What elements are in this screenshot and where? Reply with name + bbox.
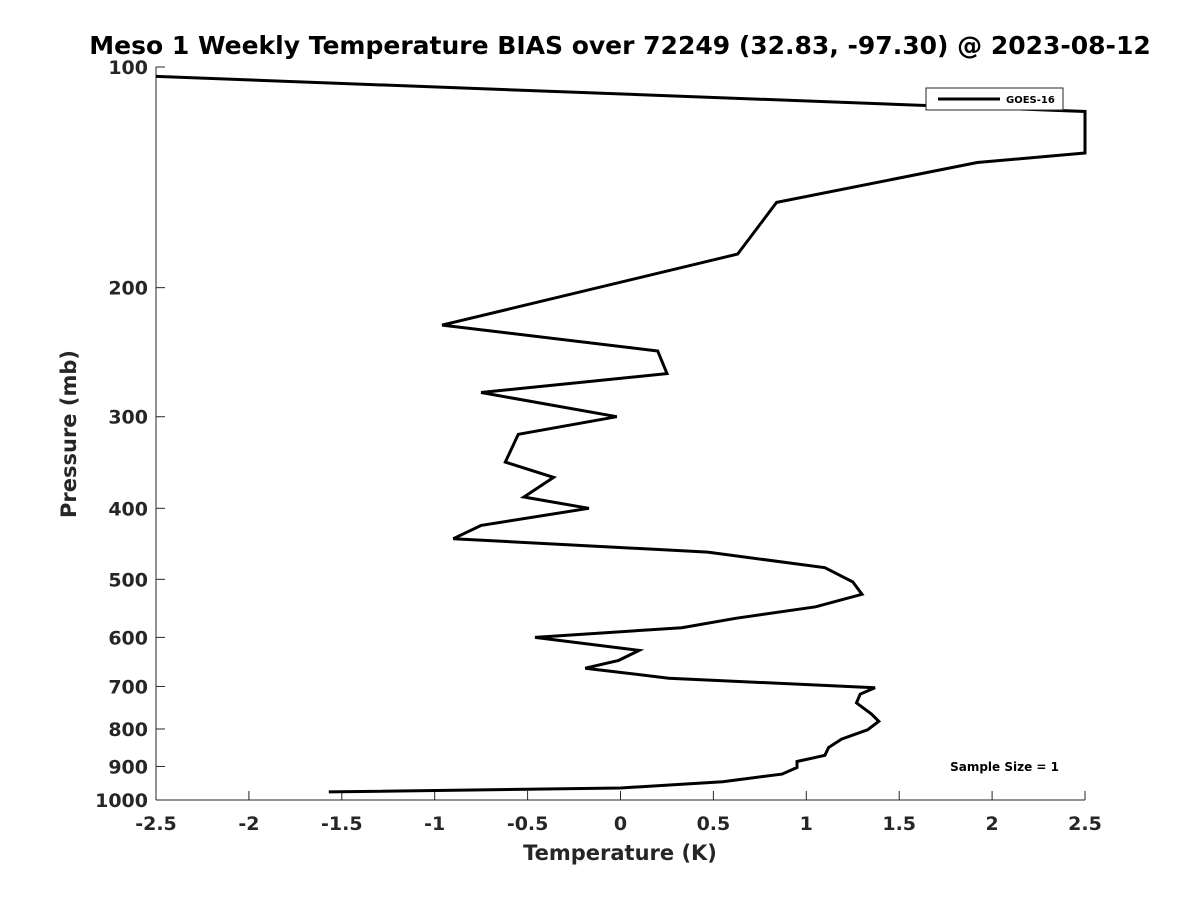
series-layer xyxy=(155,74,1087,794)
x-tick-label: -0.5 xyxy=(507,813,549,835)
x-ticks: -2.5 -2 -1.5 -1 -0.5 0 0.5 1 1.5 2 2.5 xyxy=(135,791,1102,835)
x-tick-label: -2 xyxy=(238,813,259,835)
x-tick-label: 2 xyxy=(985,813,998,835)
x-tick-label: 1 xyxy=(800,813,813,835)
y-tick-label: 400 xyxy=(108,498,148,520)
y-tick-label: 200 xyxy=(108,278,148,300)
y-axis-label: Pressure (mb) xyxy=(57,350,81,518)
y-tick-label: 1000 xyxy=(95,790,148,812)
x-tick-label: -1.5 xyxy=(321,813,363,835)
x-axis-label: Temperature (K) xyxy=(523,841,717,865)
x-tick-label: -2.5 xyxy=(135,813,177,835)
y-tick-label: 800 xyxy=(108,719,148,741)
x-tick-label: 1.5 xyxy=(882,813,916,835)
x-tick-label: -1 xyxy=(424,813,445,835)
x-tick-label: 2.5 xyxy=(1068,813,1102,835)
chart-title: Meso 1 Weekly Temperature BIAS over 7224… xyxy=(89,31,1150,60)
y-tick-label: 600 xyxy=(108,627,148,649)
series-line-goes-16 xyxy=(155,74,1087,794)
axes xyxy=(155,67,1085,801)
x-tick-label: 0 xyxy=(614,813,627,835)
y-ticks: 100 200 300 400 500 600 700 800 900 1000 xyxy=(95,57,165,812)
y-tick-label: 500 xyxy=(108,569,148,591)
x-tick-label: 0.5 xyxy=(697,813,731,835)
y-tick-label: 700 xyxy=(108,676,148,698)
sample-size-annotation: Sample Size = 1 xyxy=(950,760,1059,774)
legend-label-goes-16: GOES-16 xyxy=(1006,95,1055,106)
legend: GOES-16 xyxy=(925,87,1064,111)
y-tick-label: 900 xyxy=(108,756,148,778)
y-tick-label: 100 xyxy=(108,57,148,79)
y-tick-label: 300 xyxy=(108,407,148,429)
